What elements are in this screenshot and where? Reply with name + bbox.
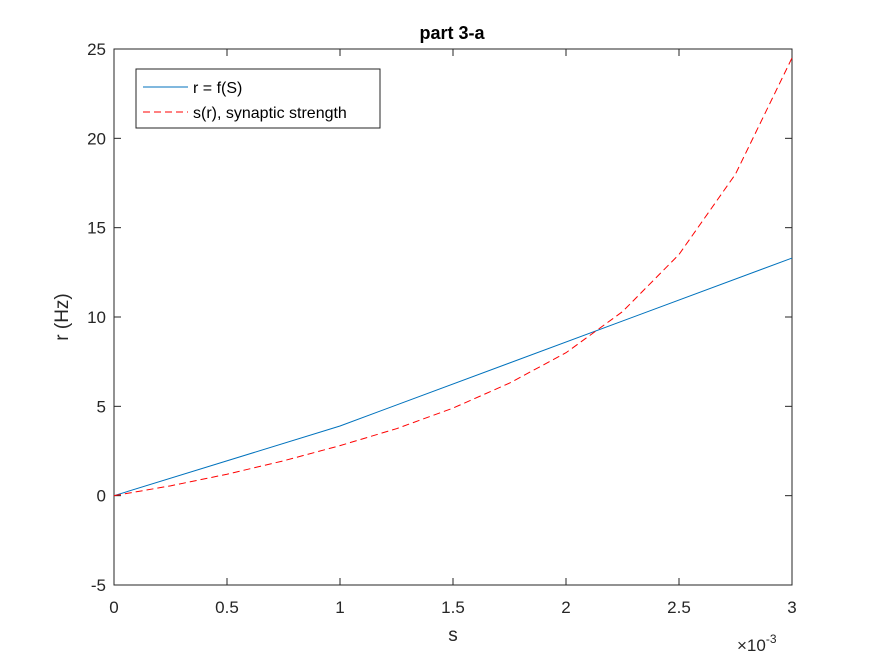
x-tick-label: 0 [109, 598, 118, 617]
legend-entry-r-f-s: r = f(S) [193, 80, 242, 97]
x-axis-label: s [448, 625, 458, 646]
y-tick-label: 15 [87, 219, 106, 238]
series-line-1 [113, 57, 793, 497]
x-exponent-base: ×10 [737, 636, 766, 655]
x-tick-label: 1.5 [441, 598, 465, 617]
plot-area [113, 48, 793, 586]
x-axis-exponent: ×10-3 [737, 632, 777, 655]
legend-box [135, 68, 381, 129]
x-tick-label: 0.5 [215, 598, 239, 617]
x-tick-label: 3 [787, 598, 796, 617]
y-tick-label: 10 [87, 308, 106, 327]
y-tick-label: 25 [87, 40, 106, 59]
y-tick-label: 0 [97, 487, 106, 506]
chart-title: part 3-a [419, 23, 485, 43]
x-exponent-power: -3 [766, 632, 777, 646]
y-tick-label: 20 [87, 129, 106, 148]
legend: r = f(S) s(r), synaptic strength [135, 68, 381, 129]
y-tick-label: 5 [97, 397, 106, 416]
x-tick-label: 2.5 [667, 598, 691, 617]
series-line-0 [113, 257, 793, 497]
y-tick-label: -5 [91, 576, 106, 595]
x-tick-label: 2 [561, 598, 570, 617]
y-axis-label: r (Hz) [52, 293, 73, 340]
x-tick-label: 1 [335, 598, 344, 617]
legend-entry-synaptic-strength: s(r), synaptic strength [193, 105, 347, 122]
series-layer [113, 57, 793, 497]
